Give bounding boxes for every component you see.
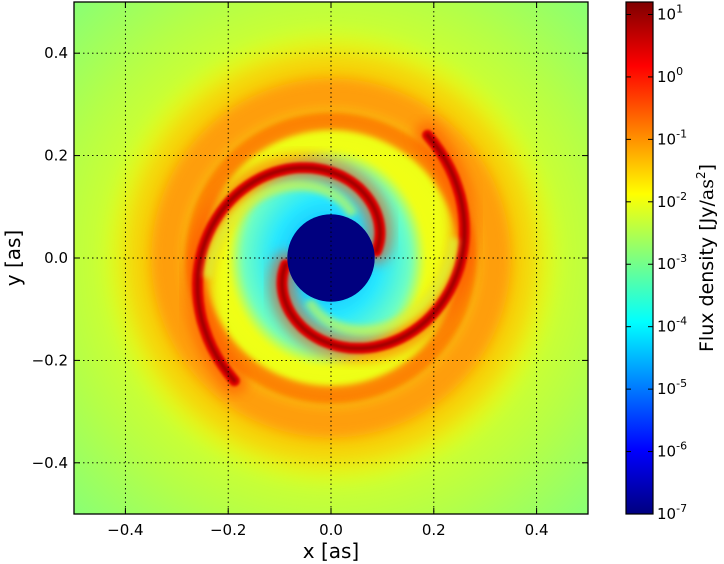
- colorbar-tick-label: 10-1: [657, 127, 687, 148]
- colorbar-tick-base: 10: [657, 130, 676, 148]
- colorbar-tick-label: 10-3: [657, 252, 687, 273]
- colorbar-tick-label: 10-6: [657, 440, 687, 461]
- x-tick-label: 0.2: [422, 521, 446, 539]
- colorbar-tick-exponent: -6: [676, 440, 687, 453]
- colorbar-tick-exponent: -4: [676, 315, 687, 328]
- colorbar-label: Flux density [Jy/as2]: [694, 164, 718, 352]
- spiral-arm-core: [195, 165, 383, 383]
- colorbar-tick-base: 10: [657, 318, 676, 336]
- colorbar-tick-base: 10: [657, 505, 676, 523]
- colorbar-label-exp: 2: [694, 171, 708, 179]
- y-tick-label: 0.0: [44, 249, 68, 267]
- colorbar-tick-base: 10: [657, 68, 676, 86]
- colorbar-tick-exponent: -2: [676, 190, 687, 203]
- x-tick-label: −0.4: [107, 521, 143, 539]
- colorbar-gradient: [625, 1, 654, 515]
- colorbar-tick-base: 10: [657, 443, 676, 461]
- inner-wisp: [304, 237, 460, 336]
- colorbar-tick-base: 10: [657, 380, 676, 398]
- y-tick-label: 0.4: [44, 44, 68, 62]
- x-tick-label: 0.4: [525, 521, 549, 539]
- y-axis-ticks: −0.4 −0.2 0.0 0.2 0.4: [32, 44, 588, 472]
- y-axis-label: y [as]: [1, 230, 25, 286]
- spiral-arm-core: [279, 133, 467, 351]
- colorbar-tick-base: 10: [657, 193, 676, 211]
- colorbar-tick-exponent: -5: [676, 377, 687, 390]
- colorbar-tick-exponent: -1: [676, 127, 687, 140]
- x-tick-label: 0.0: [319, 521, 343, 539]
- colorbar-tick-base: 10: [657, 255, 676, 273]
- colorbar-tick-label: 100: [657, 65, 683, 86]
- colorbar-label-unit: as: [696, 179, 718, 200]
- colorbar-tick-base: 10: [657, 5, 676, 23]
- x-tick-label: −0.2: [210, 521, 246, 539]
- colorbar-label-prefix: Flux density [Jy/: [696, 200, 718, 352]
- colorbar-label-suffix: ]: [696, 164, 718, 171]
- y-tick-label: 0.2: [44, 147, 68, 165]
- colorbar-tick-label: 10-7: [657, 502, 687, 523]
- colorbar-tick-label: 10-2: [657, 190, 687, 211]
- colorbar-tick-exponent: -7: [676, 502, 687, 515]
- colorbar-tick-exponent: 1: [676, 2, 683, 15]
- colorbar-tick-label: 101: [657, 2, 683, 23]
- y-tick-label: −0.4: [32, 454, 68, 472]
- grid-lines: [74, 2, 588, 514]
- colorbar-tick-label: 10-4: [657, 315, 687, 336]
- x-axis-label: x [as]: [303, 539, 359, 563]
- inner-wisp: [202, 180, 358, 279]
- colorbar-tick-label: 10-5: [657, 377, 687, 398]
- colorbar-tick-exponent: -3: [676, 252, 687, 265]
- y-tick-label: −0.2: [32, 351, 68, 369]
- x-axis-ticks: −0.4 −0.2 0.0 0.2 0.4: [107, 2, 549, 539]
- colorbar-tick-exponent: 0: [676, 65, 683, 78]
